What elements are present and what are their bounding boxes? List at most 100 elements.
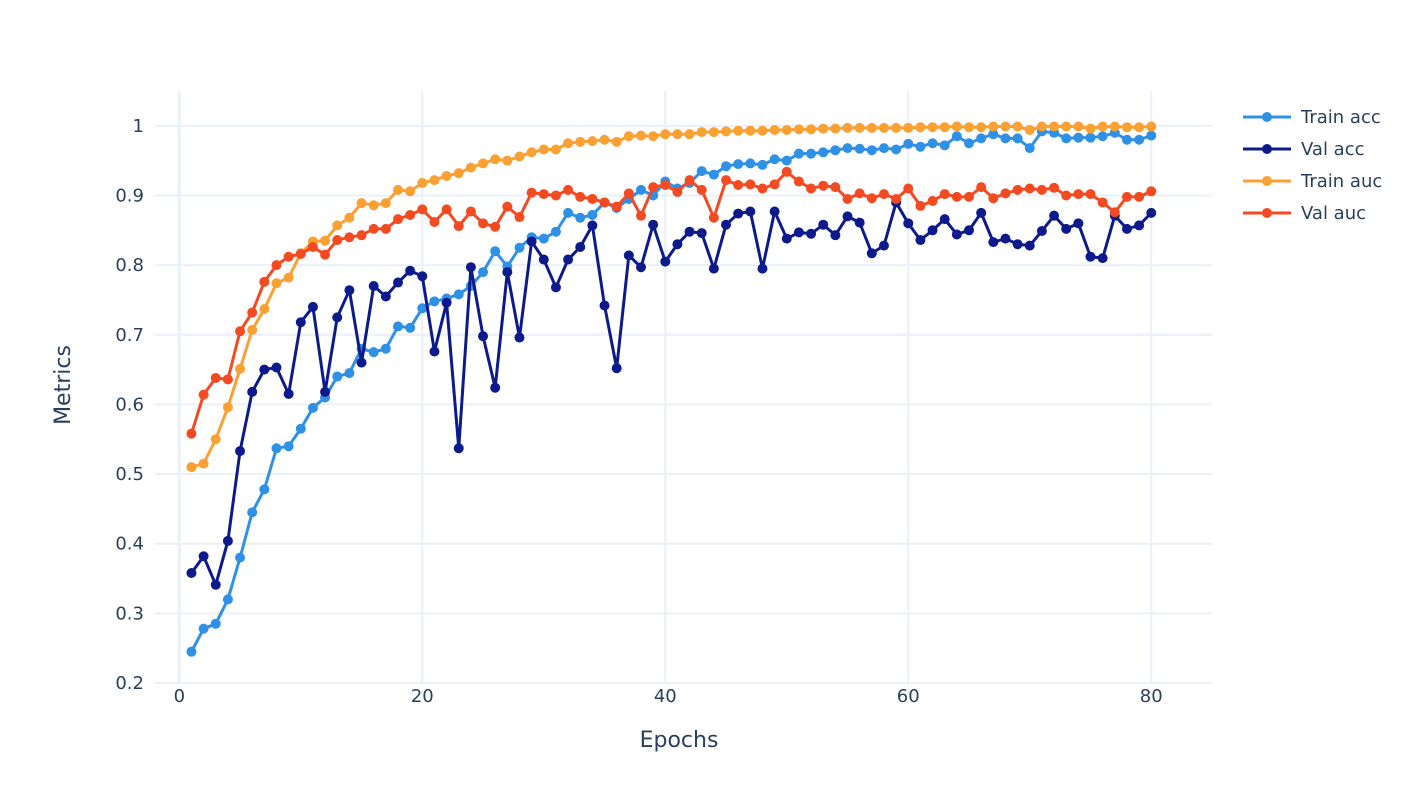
- data-point: [210, 434, 221, 445]
- data-point: [259, 276, 270, 287]
- data-point: [1134, 122, 1145, 133]
- x-axis-ticks: 0 20 40 60 80: [174, 686, 1163, 707]
- data-point: [781, 166, 792, 177]
- data-point: [660, 256, 671, 267]
- data-point: [344, 368, 355, 379]
- data-point: [1146, 207, 1157, 218]
- data-point: [1049, 121, 1060, 132]
- data-point: [478, 218, 489, 229]
- data-point: [247, 507, 258, 518]
- data-point: [903, 183, 914, 194]
- data-point: [866, 193, 877, 204]
- data-point: [198, 389, 209, 400]
- data-point: [708, 169, 719, 180]
- data-point: [392, 184, 403, 195]
- data-point: [210, 579, 221, 590]
- data-point: [502, 201, 513, 212]
- data-point: [538, 233, 549, 244]
- grid-lines: [155, 91, 1212, 684]
- data-point: [1012, 184, 1023, 195]
- data-point: [186, 646, 197, 657]
- data-point: [380, 223, 391, 234]
- data-point: [745, 158, 756, 169]
- data-point: [453, 443, 464, 454]
- data-point: [320, 235, 331, 246]
- data-point: [964, 122, 975, 133]
- data-point: [198, 551, 209, 562]
- y-tick-label: 0.9: [115, 185, 144, 206]
- legend[interactable]: Train acc Val acc Train auc Val auc: [1243, 107, 1382, 224]
- data-point: [283, 272, 294, 283]
- data-point: [307, 402, 318, 413]
- data-point: [259, 484, 270, 495]
- data-point: [721, 161, 732, 172]
- data-point: [1061, 190, 1072, 201]
- data-point: [878, 240, 889, 251]
- data-point: [708, 212, 719, 223]
- legend-item[interactable]: Val auc: [1243, 203, 1366, 224]
- y-tick-label: 0.4: [115, 534, 144, 555]
- data-point: [575, 242, 586, 253]
- data-point: [1085, 123, 1096, 134]
- data-point: [854, 188, 865, 199]
- data-point: [198, 623, 209, 634]
- data-point: [648, 182, 659, 193]
- data-point: [235, 363, 246, 374]
- data-point: [1061, 121, 1072, 132]
- data-point: [1134, 134, 1145, 145]
- data-point: [1121, 134, 1132, 145]
- data-point: [599, 300, 610, 311]
- data-point: [271, 260, 282, 271]
- data-point: [320, 249, 331, 260]
- data-point: [295, 423, 306, 434]
- data-point: [405, 322, 416, 333]
- data-point: [988, 237, 999, 248]
- data-point: [587, 220, 598, 231]
- data-point: [1036, 184, 1047, 195]
- x-tick-label: 0: [174, 686, 185, 707]
- data-point: [235, 446, 246, 457]
- y-tick-label: 0.6: [115, 394, 144, 415]
- data-point: [186, 567, 197, 578]
- data-point: [988, 193, 999, 204]
- data-point: [538, 189, 549, 200]
- data-point: [186, 462, 197, 473]
- data-point: [222, 535, 233, 546]
- data-point: [441, 204, 452, 215]
- data-point: [611, 136, 622, 147]
- legend-item[interactable]: Val acc: [1243, 139, 1365, 160]
- data-point: [915, 235, 926, 246]
- legend-label: Val acc: [1301, 139, 1365, 160]
- data-point: [417, 204, 428, 215]
- data-point: [429, 346, 440, 357]
- data-point: [1097, 197, 1108, 208]
- data-point: [891, 144, 902, 155]
- data-point: [259, 364, 270, 375]
- data-point: [235, 552, 246, 563]
- data-point: [830, 123, 841, 134]
- data-point: [283, 441, 294, 452]
- data-point: [672, 239, 683, 250]
- data-point: [514, 242, 525, 253]
- data-point: [927, 138, 938, 149]
- legend-item[interactable]: Train auc: [1243, 171, 1382, 192]
- data-point: [830, 145, 841, 156]
- legend-item[interactable]: Train acc: [1243, 107, 1381, 128]
- data-point: [1036, 225, 1047, 236]
- data-point: [550, 282, 561, 293]
- data-point: [721, 126, 732, 137]
- data-point: [502, 267, 513, 278]
- data-point: [745, 125, 756, 136]
- data-point: [332, 220, 343, 231]
- data-point: [453, 221, 464, 232]
- y-tick-label: 0.3: [115, 603, 144, 624]
- data-point: [733, 180, 744, 191]
- data-point: [1097, 253, 1108, 264]
- data-point: [745, 179, 756, 190]
- data-point: [186, 428, 197, 439]
- data-point: [854, 217, 865, 228]
- data-point: [538, 144, 549, 155]
- data-point: [1073, 218, 1084, 229]
- data-point: [368, 223, 379, 234]
